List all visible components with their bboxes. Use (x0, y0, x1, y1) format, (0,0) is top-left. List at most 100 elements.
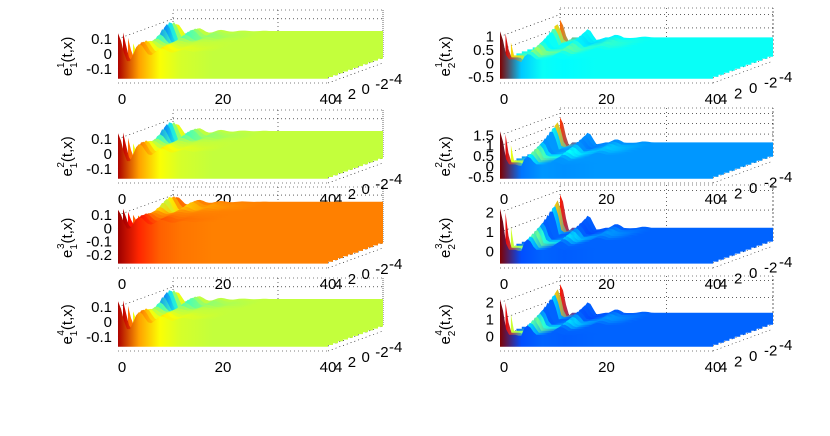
t-tick-label: 20 (215, 91, 232, 108)
y-label-subscript: 2 (447, 244, 458, 250)
y-axis-label-text: e12(t,x) (56, 136, 80, 176)
t-tick-label: 0 (118, 359, 126, 376)
y-label-base: e (437, 168, 454, 176)
z-tick-label: -0.5 (468, 169, 494, 186)
y-label-base: e (437, 250, 454, 258)
x-tick-label: 2 (734, 86, 742, 103)
x-tick-label: 4 (334, 91, 342, 108)
x-tick-label: 4 (719, 276, 727, 293)
x-tick-label: -4 (779, 337, 792, 354)
y-label-superscript: 3 (434, 243, 445, 249)
x-tick-label: 2 (348, 354, 356, 371)
t-tick-label: 0 (500, 359, 508, 376)
y-axis-label-text: e24(t,x) (434, 304, 458, 344)
x-axis-line (327, 162, 384, 184)
x-tick-label: -4 (389, 256, 402, 273)
t-tick-label: 40 (320, 359, 337, 376)
z-grid-side (499, 280, 561, 303)
y-axis-label: e13(t,x) (56, 218, 80, 258)
y-axis-label-text: e11(t,x) (56, 37, 80, 77)
t-tick-label: 20 (598, 359, 615, 376)
surface-strip (118, 209, 328, 264)
t-tick-label: 40 (705, 91, 722, 108)
x-tick-label: -2 (764, 75, 777, 92)
y-label-subscript: 1 (69, 162, 80, 168)
t-tick-label: 0 (118, 276, 126, 293)
z-tick-label: 2 (486, 295, 494, 312)
y-label-superscript: 3 (56, 243, 67, 249)
y-label-base: e (59, 68, 76, 76)
y-label-arg: (t,x) (59, 218, 76, 244)
y-label-subscript: 2 (447, 62, 458, 68)
y-axis-label-text: e21(t,x) (434, 36, 458, 76)
y-label-subscript: 1 (69, 330, 80, 336)
t-tick-label: 40 (705, 359, 722, 376)
t-tick-label: 0 (118, 191, 126, 208)
y-axis-label-text: e22(t,x) (434, 136, 458, 176)
t-tick-label: 40 (705, 191, 722, 208)
x-tick-label: 4 (334, 359, 342, 376)
x-tick-label: 4 (719, 191, 727, 208)
surface-strip (500, 208, 713, 264)
x-tick-label: -4 (389, 171, 402, 188)
y-label-arg: (t,x) (437, 304, 454, 330)
x-tick-label: 2 (348, 86, 356, 103)
t-tick-label: 40 (320, 91, 337, 108)
y-label-superscript: 2 (434, 162, 445, 168)
z-tick-label: -0.1 (86, 161, 112, 178)
x-tick-label: 0 (362, 266, 370, 283)
x-axis-line (327, 247, 384, 269)
z-grid-side (117, 18, 174, 40)
z-tick-label: 0 (104, 146, 112, 163)
y-axis-label: e12(t,x) (56, 136, 80, 176)
y-axis-label: e24(t,x) (434, 304, 458, 344)
z-tick-label: 0.1 (91, 299, 112, 316)
y-label-subscript: 1 (69, 244, 80, 250)
x-tick-label: -2 (764, 343, 777, 360)
x-tick-label: -4 (779, 69, 792, 86)
t-grid-floor (327, 242, 384, 264)
t-tick-label: 20 (598, 276, 615, 293)
surface-strip (500, 131, 713, 179)
z-grid-side (117, 194, 174, 216)
y-label-arg: (t,x) (59, 37, 76, 63)
z-grid-side (117, 118, 174, 140)
x-tick-label: 2 (348, 186, 356, 203)
z-tick-label: 0.5 (473, 148, 494, 165)
y-label-arg: (t,x) (437, 36, 454, 62)
surface-strip (118, 301, 328, 347)
x-tick-label: 2 (348, 271, 356, 288)
x-tick-label: -2 (764, 260, 777, 277)
z-tick-label: 0 (486, 328, 494, 345)
y-label-base: e (59, 250, 76, 258)
y-label-arg: (t,x) (437, 136, 454, 162)
y-label-superscript: 1 (56, 62, 67, 68)
x-axis-line (327, 62, 384, 84)
y-axis-label-text: e14(t,x) (56, 304, 80, 344)
z-tick-label: 1 (486, 138, 494, 155)
x-tick-label: 4 (719, 359, 727, 376)
z-tick-label: 1 (486, 29, 494, 46)
x-tick-label: 4 (719, 91, 727, 108)
t-tick-label: 0 (118, 91, 126, 108)
z-tick-label: -0.1 (86, 61, 112, 78)
x-tick-label: 0 (362, 81, 370, 98)
t-grid-floor (327, 157, 384, 179)
surface-strip (500, 31, 713, 79)
y-label-base: e (437, 336, 454, 344)
x-axis-line (327, 330, 384, 352)
t-tick-label: 20 (598, 191, 615, 208)
y-label-arg: (t,x) (59, 304, 76, 330)
z-tick-label: 0 (104, 46, 112, 63)
x-tick-label: -2 (375, 76, 388, 93)
y-label-superscript: 4 (56, 330, 67, 336)
x-tick-label: -4 (779, 169, 792, 186)
z-tick-label: 0 (486, 158, 494, 175)
z-tick-label: 0 (104, 220, 112, 237)
